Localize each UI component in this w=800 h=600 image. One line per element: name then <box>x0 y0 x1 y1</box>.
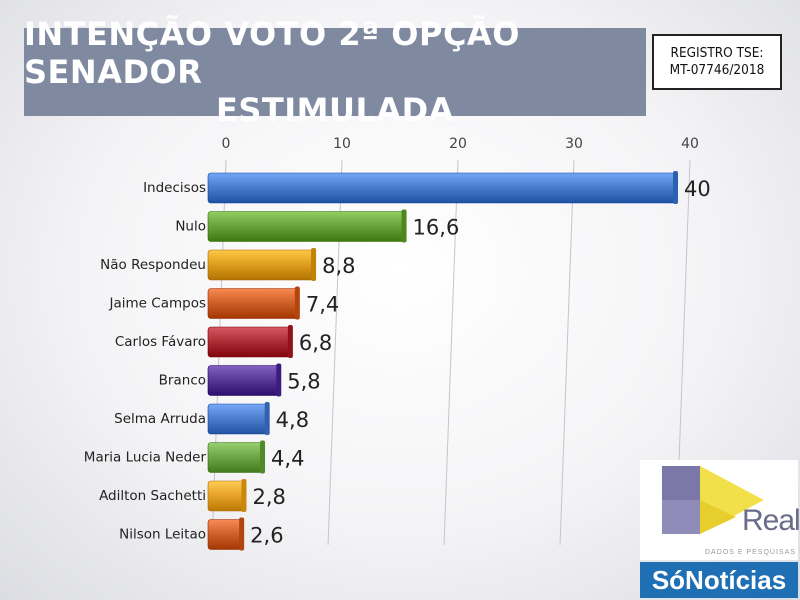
bar-branco <box>207 365 280 396</box>
category-label: Jaime Campos <box>109 296 206 312</box>
bar-end-cap <box>241 479 247 512</box>
value-label: 5,8 <box>287 370 320 394</box>
x-tick-label: 20 <box>449 136 467 152</box>
bar-end-cap <box>239 517 245 551</box>
value-label: 7,4 <box>306 293 339 317</box>
category-label: Indecisos <box>143 180 206 196</box>
bar-jaime-campos <box>207 288 299 319</box>
chart-title-line1: INTENÇÃO VOTO 2ª OPÇÃO SENADOR <box>24 15 520 91</box>
bar-end-cap <box>264 402 270 435</box>
bar-end-cap <box>673 171 678 204</box>
real-logo-tagline: DADOS E PESQUISAS <box>705 549 796 556</box>
bar-end-cap <box>401 209 407 243</box>
x-tick-label: 30 <box>565 136 583 152</box>
gridline-x-30 <box>559 159 575 546</box>
real-logo-text: Real <box>742 504 800 537</box>
category-label: Maria Lucia Neder <box>84 450 207 466</box>
real-logo <box>640 460 798 560</box>
bar-adilton-sachetti <box>207 480 245 512</box>
x-tick-label: 40 <box>681 136 699 152</box>
chart-title-line2: ESTIMULADA <box>216 91 454 129</box>
bar-end-cap <box>294 286 300 320</box>
x-tick-label: 0 <box>222 136 231 152</box>
bar-end-cap <box>276 363 282 397</box>
tse-registration-box: REGISTRO TSE: MT-07746/2018 <box>652 34 782 90</box>
category-label: Carlos Fávaro <box>115 334 206 350</box>
chart-title-box: INTENÇÃO VOTO 2ª OPÇÃO SENADOR ESTIMULAD… <box>24 15 646 129</box>
category-label: Adilton Sachetti <box>99 488 206 504</box>
tse-registration-label: REGISTRO TSE: <box>670 45 764 61</box>
bar-end-cap <box>260 440 266 474</box>
bar-carlos-f-varo <box>207 326 292 358</box>
value-label: 4,4 <box>271 447 304 471</box>
category-label: Nilson Leitao <box>119 527 206 543</box>
category-label: Selma Arruda <box>114 411 206 427</box>
bar-end-cap <box>311 248 317 281</box>
value-label: 16,6 <box>413 216 460 240</box>
category-label: Branco <box>159 373 206 389</box>
category-label: Nulo <box>175 219 206 235</box>
bar-end-cap <box>287 325 293 358</box>
bar-indecisos <box>207 172 677 204</box>
value-label: 4,8 <box>276 408 309 432</box>
value-label: 8,8 <box>322 254 355 278</box>
gridline-x-20 <box>443 159 459 546</box>
value-label: 2,6 <box>250 524 283 548</box>
value-label: 6,8 <box>299 331 332 355</box>
tse-registration-number: MT-07746/2018 <box>669 62 765 78</box>
real-logo-mark <box>662 466 764 534</box>
bar-n-o-respondeu <box>207 249 315 281</box>
value-label: 40 <box>684 177 711 201</box>
sonoticias-logo: SóNotícias <box>640 562 798 598</box>
bar-selma-arruda <box>207 403 268 435</box>
x-tick-label: 10 <box>333 136 351 152</box>
category-label: Não Respondeu <box>100 257 206 273</box>
bar-maria-lucia-neder <box>207 442 264 473</box>
value-label: 2,8 <box>252 485 285 509</box>
bar-nilson-leitao <box>207 519 243 550</box>
bar-nulo <box>207 211 405 242</box>
